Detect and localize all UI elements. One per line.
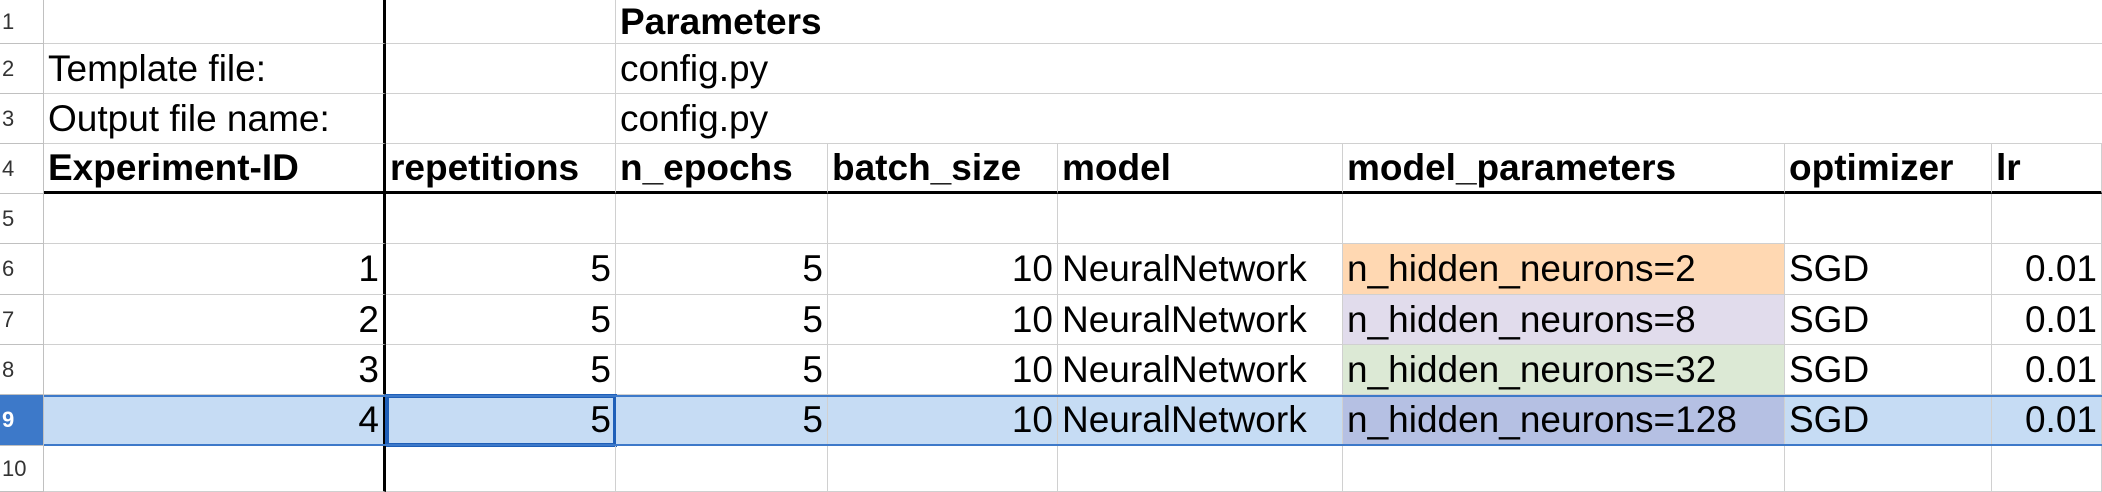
cell-B5[interactable] xyxy=(386,194,616,244)
cell-experiment-id[interactable]: 1 xyxy=(44,244,386,295)
cell-E3[interactable] xyxy=(1058,94,1343,144)
row-header-1[interactable]: 1 xyxy=(0,0,44,44)
row-header-4[interactable]: 4 xyxy=(0,144,44,194)
header-experiment-id[interactable]: Experiment-ID xyxy=(44,144,386,194)
cell-n-epochs[interactable]: 5 xyxy=(616,295,828,345)
cell-H3[interactable] xyxy=(1992,94,2102,144)
cell-E1[interactable] xyxy=(1058,0,1343,44)
cell-lr[interactable]: 0.01 xyxy=(1992,345,2102,395)
row-header-9[interactable]: 9 xyxy=(0,395,44,446)
cell-batch-size[interactable]: 10 xyxy=(828,345,1058,395)
cell-repetitions-active[interactable]: 5 xyxy=(385,394,617,447)
header-lr[interactable]: lr xyxy=(1992,144,2102,194)
cell-D1[interactable] xyxy=(828,0,1058,44)
header-batch-size[interactable]: batch_size xyxy=(828,144,1058,194)
row-header-5[interactable]: 5 xyxy=(0,194,44,244)
cell-optimizer[interactable]: SGD xyxy=(1785,345,1992,395)
cell-batch-size[interactable]: 10 xyxy=(828,295,1058,345)
cell-A2[interactable]: Template file: xyxy=(44,44,386,94)
cell-experiment-id[interactable]: 4 xyxy=(44,395,386,446)
cell-H5[interactable] xyxy=(1992,194,2102,244)
cell-batch-size[interactable]: 10 xyxy=(828,395,1058,446)
header-model[interactable]: model xyxy=(1058,144,1343,194)
cell-F10[interactable] xyxy=(1343,446,1785,492)
cell-model-parameters[interactable]: n_hidden_neurons=128 xyxy=(1343,395,1785,446)
cell-C10[interactable] xyxy=(616,446,828,492)
cell-C5[interactable] xyxy=(616,194,828,244)
cell-repetitions[interactable]: 5 xyxy=(386,345,616,395)
cell-repetitions[interactable]: 5 xyxy=(386,244,616,295)
row-header-3[interactable]: 3 xyxy=(0,94,44,144)
cell-model-parameters[interactable]: n_hidden_neurons=32 xyxy=(1343,345,1785,395)
cell-D2[interactable] xyxy=(828,44,1058,94)
cell-G10[interactable] xyxy=(1785,446,1992,492)
cell-experiment-id[interactable]: 2 xyxy=(44,295,386,345)
cell-A3[interactable]: Output file name: xyxy=(44,94,386,144)
cell-H10[interactable] xyxy=(1992,446,2102,492)
cell-A5[interactable] xyxy=(44,194,386,244)
cell-C3[interactable]: config.py xyxy=(616,94,828,144)
cell-H2[interactable] xyxy=(1992,44,2102,94)
cell-G5[interactable] xyxy=(1785,194,1992,244)
cell-G1[interactable] xyxy=(1785,0,1992,44)
cell-n-epochs[interactable]: 5 xyxy=(616,244,828,295)
header-model-parameters[interactable]: model_parameters xyxy=(1343,144,1785,194)
cell-F5[interactable] xyxy=(1343,194,1785,244)
cell-A1[interactable] xyxy=(44,0,386,44)
cell-G3[interactable] xyxy=(1785,94,1992,144)
cell-experiment-id[interactable]: 3 xyxy=(44,345,386,395)
row-header-7[interactable]: 7 xyxy=(0,295,44,345)
row-header-6[interactable]: 6 xyxy=(0,244,44,295)
cell-model-parameters[interactable]: n_hidden_neurons=2 xyxy=(1343,244,1785,295)
cell-F3[interactable] xyxy=(1343,94,1785,144)
cell-G2[interactable] xyxy=(1785,44,1992,94)
cell-batch-size[interactable]: 10 xyxy=(828,244,1058,295)
cell-lr[interactable]: 0.01 xyxy=(1992,244,2102,295)
cell-E5[interactable] xyxy=(1058,194,1343,244)
cell-E2[interactable] xyxy=(1058,44,1343,94)
cell-B1[interactable] xyxy=(386,0,616,44)
cell-C1[interactable]: Parameters xyxy=(616,0,828,44)
cell-model[interactable]: NeuralNetwork xyxy=(1058,295,1343,345)
header-repetitions[interactable]: repetitions xyxy=(386,144,616,194)
cell-F1[interactable] xyxy=(1343,0,1785,44)
row-header-2[interactable]: 2 xyxy=(0,44,44,94)
cell-D3[interactable] xyxy=(828,94,1058,144)
cell-model-parameters[interactable]: n_hidden_neurons=8 xyxy=(1343,295,1785,345)
cell-optimizer[interactable]: SGD xyxy=(1785,395,1992,446)
cell-C2[interactable]: config.py xyxy=(616,44,828,94)
cell-model[interactable]: NeuralNetwork xyxy=(1058,345,1343,395)
cell-n-epochs[interactable]: 5 xyxy=(616,395,828,446)
cell-D5[interactable] xyxy=(828,194,1058,244)
cell-optimizer[interactable]: SGD xyxy=(1785,244,1992,295)
cell-E10[interactable] xyxy=(1058,446,1343,492)
cell-lr[interactable]: 0.01 xyxy=(1992,295,2102,345)
cell-B10[interactable] xyxy=(386,446,616,492)
row-header-8[interactable]: 8 xyxy=(0,345,44,395)
header-n-epochs[interactable]: n_epochs xyxy=(616,144,828,194)
cell-optimizer[interactable]: SGD xyxy=(1785,295,1992,345)
row-header-10[interactable]: 10 xyxy=(0,446,44,492)
cell-n-epochs[interactable]: 5 xyxy=(616,345,828,395)
cell-F2[interactable] xyxy=(1343,44,1785,94)
cell-D10[interactable] xyxy=(828,446,1058,492)
cell-lr[interactable]: 0.01 xyxy=(1992,395,2102,446)
cell-model[interactable]: NeuralNetwork xyxy=(1058,244,1343,295)
cell-A10[interactable] xyxy=(44,446,386,492)
cell-B3[interactable] xyxy=(386,94,616,144)
cell-repetitions[interactable]: 5 xyxy=(386,295,616,345)
cell-B2[interactable] xyxy=(386,44,616,94)
header-optimizer[interactable]: optimizer xyxy=(1785,144,1992,194)
cell-model[interactable]: NeuralNetwork xyxy=(1058,395,1343,446)
cell-H1[interactable] xyxy=(1992,0,2102,44)
